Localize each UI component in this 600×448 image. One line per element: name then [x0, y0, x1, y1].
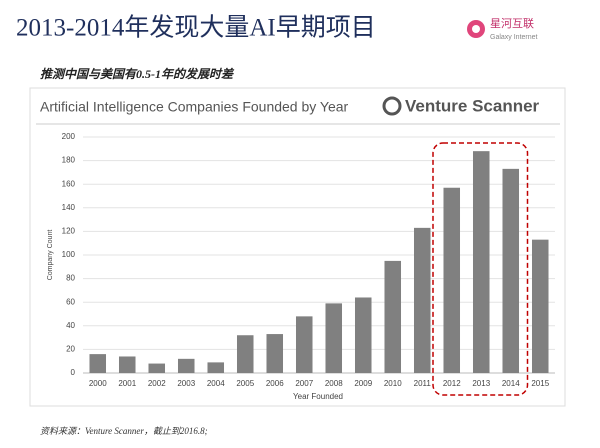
x-tick-label: 2011	[414, 379, 432, 388]
source-note: 资料来源：Venture Scanner，截止到2016.8;	[40, 426, 208, 436]
y-tick-label: 160	[62, 179, 76, 188]
y-tick-label: 180	[62, 156, 76, 165]
x-tick-label: 2006	[266, 379, 284, 388]
bar	[236, 335, 254, 373]
x-tick-label: 2014	[502, 379, 520, 388]
bar	[472, 151, 490, 373]
y-tick-label: 0	[71, 368, 76, 377]
x-tick-label: 2012	[443, 379, 461, 388]
bar	[443, 187, 461, 373]
y-tick-label: 140	[62, 203, 76, 212]
bar	[354, 297, 372, 373]
x-axis-label: Year Founded	[293, 392, 343, 401]
y-axis-label: Company Count	[47, 230, 54, 281]
bar	[118, 356, 136, 373]
x-tick-label: 2008	[325, 379, 343, 388]
x-tick-label: 2004	[207, 379, 225, 388]
y-tick-label: 60	[66, 297, 75, 306]
bar	[384, 260, 402, 373]
bar	[413, 227, 431, 373]
x-tick-label: 2015	[531, 379, 549, 388]
logo-icon-inner	[472, 25, 480, 33]
logo-sub: Galaxy Internet	[490, 34, 538, 41]
bar	[148, 363, 166, 373]
subtitle: 推测中国与美国有0.5-1年的发展时差	[40, 67, 235, 81]
y-tick-label: 120	[62, 227, 76, 236]
logo-name: 星河互联	[490, 17, 534, 30]
bar	[266, 334, 284, 373]
bar	[531, 239, 549, 373]
x-tick-label: 2002	[148, 379, 166, 388]
x-tick-label: 2005	[236, 379, 254, 388]
y-tick-label: 80	[66, 274, 75, 283]
y-tick-label: 40	[66, 321, 75, 330]
bar	[502, 168, 520, 373]
x-tick-label: 2013	[472, 379, 490, 388]
x-tick-label: 2010	[384, 379, 402, 388]
bar	[207, 362, 225, 373]
x-tick-label: 2001	[118, 379, 136, 388]
bar	[177, 358, 195, 373]
x-tick-label: 2007	[295, 379, 313, 388]
x-tick-label: 2003	[177, 379, 195, 388]
chart-title: Artificial Intelligence Companies Founde…	[40, 99, 349, 115]
x-tick-label: 2000	[89, 379, 107, 388]
bar	[89, 354, 107, 373]
y-tick-label: 20	[66, 345, 75, 354]
bar	[325, 303, 343, 373]
brand: Venture Scanner	[405, 96, 540, 115]
y-tick-label: 100	[62, 250, 76, 259]
bar	[295, 316, 313, 373]
x-tick-label: 2009	[354, 379, 372, 388]
y-tick-label: 200	[62, 132, 76, 141]
slide-title: 2013-2014年发现大量AI早期项目	[16, 14, 376, 42]
brand-icon	[382, 96, 402, 116]
